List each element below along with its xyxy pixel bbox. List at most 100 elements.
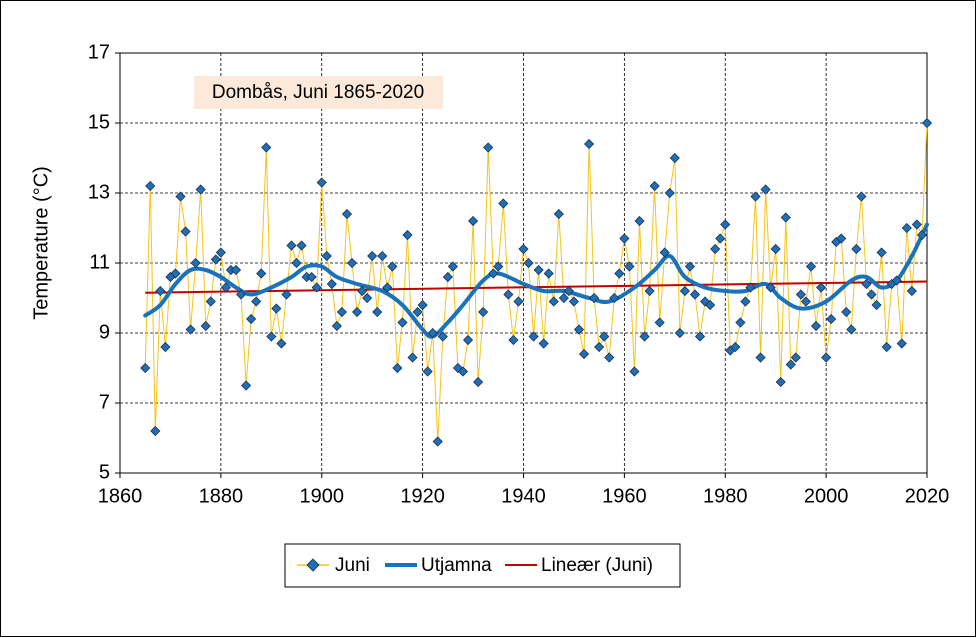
juni-data-point [826, 313, 837, 325]
juni-data-point [503, 289, 514, 300]
juni-data-point [553, 208, 564, 220]
juni-data-point [155, 285, 166, 297]
juni-data-point [478, 306, 489, 318]
juni-data-point [457, 366, 469, 377]
juni-data-point [664, 187, 675, 199]
juni-data-point [599, 331, 610, 342]
juni-data-point [654, 317, 665, 328]
y-axis-ticks: 5 7 9 11 13 15 17 [88, 41, 120, 483]
y-tick-label: 17 [88, 41, 110, 63]
chart-annotation: Dombås, Juni 1865-2020 [194, 76, 443, 109]
juni-data-point [624, 261, 635, 272]
juni-data-point [462, 334, 474, 346]
juni-data-point [357, 285, 368, 297]
juni-data-point [261, 142, 272, 153]
juni-data-point [513, 296, 524, 307]
juni-data-point [538, 338, 549, 349]
juni-data-point [387, 261, 398, 272]
juni-data-point [437, 331, 448, 342]
juni-data-point [861, 278, 872, 290]
juni-data-point [276, 338, 287, 349]
juni-data-point [205, 296, 216, 307]
x-axis-ticks: 1860 1880 1900 1920 1940 1960 1980 2000 2020 [98, 473, 949, 507]
juni-data-point [341, 208, 353, 220]
juni-data-point [578, 348, 590, 360]
juni-data-point [770, 243, 781, 255]
juni-data-point [447, 261, 458, 272]
x-tick-label: 1860 [98, 485, 143, 507]
juni-data-point [336, 306, 347, 318]
juni-data-point [422, 366, 433, 377]
y-tick-label: 5 [99, 461, 110, 483]
juni-data-point [871, 299, 882, 311]
juni-data-point [780, 212, 791, 223]
juni-data-point [619, 233, 630, 244]
legend-juni-label: Juni [335, 555, 370, 576]
annotation-background [194, 76, 443, 109]
juni-data-point [684, 261, 696, 272]
juni-data-point [775, 376, 786, 388]
legend-juni-swatch-marker [306, 558, 320, 572]
juni-data-point [195, 184, 206, 195]
juni-data-point [241, 380, 252, 391]
juni-data-point [346, 257, 358, 269]
juni-data-point [795, 289, 806, 300]
juni-data-point [901, 222, 912, 234]
juni-data-point [331, 320, 342, 332]
juni-data-point [488, 268, 499, 279]
juni-data-point [896, 338, 907, 349]
juni-data-point [866, 289, 877, 300]
juni-data-point [876, 247, 887, 258]
juni-data-point [150, 425, 161, 437]
juni-data-point [810, 320, 822, 332]
juni-data-point [397, 317, 408, 328]
x-tick-label: 2000 [804, 485, 849, 507]
juni-data-point [316, 177, 327, 188]
x-tick-label: 1900 [300, 485, 345, 507]
juni-data-point [412, 306, 423, 318]
juni-data-point [473, 376, 484, 388]
juni-data-point [140, 362, 151, 374]
juni-data-point [367, 250, 378, 262]
juni-data-point [321, 250, 332, 262]
juni-data-point [210, 254, 221, 265]
juni-data-point [185, 324, 196, 335]
juni-data-point [916, 229, 928, 241]
annotation-text: Dombås, Juni 1865-2020 [212, 82, 424, 103]
juni-data-point [846, 324, 857, 335]
juni-data-point [735, 317, 746, 328]
juni-data-point [730, 341, 741, 353]
juni-data-point [180, 226, 191, 237]
juni-data-point [634, 215, 645, 227]
juni-data-point [432, 436, 443, 447]
juni-data-point [594, 341, 605, 353]
juni-data-point [296, 240, 307, 251]
y-axis-label: Temperature (°C) [30, 166, 52, 320]
juni-data-point [281, 289, 292, 300]
juni-data-point [906, 285, 917, 297]
juni-data-point [392, 362, 403, 374]
juni-data-point [740, 296, 751, 307]
juni-data-point [548, 296, 559, 307]
juni-data-point [190, 257, 201, 269]
juni-data-point [417, 299, 428, 311]
y-tick-label: 15 [88, 111, 110, 133]
x-tick-label: 1940 [501, 485, 546, 507]
juni-data-point [271, 303, 282, 314]
juni-data-point [765, 282, 776, 293]
legend-box [284, 543, 681, 588]
juni-data-point [372, 306, 383, 318]
juni-data-point [528, 331, 539, 342]
juni-data-point [523, 257, 534, 269]
juni-data-point [402, 229, 413, 241]
juni-data-point [215, 247, 226, 258]
juni-data-point [251, 296, 262, 307]
legend-linear-label: Lineær (Juni) [541, 555, 653, 576]
juni-data-point [710, 243, 721, 255]
juni-data-point [821, 352, 832, 363]
juni-data-point [800, 296, 812, 307]
juni-series-line [144, 122, 928, 442]
juni-data-point [816, 282, 827, 293]
juni-data-point [856, 191, 867, 202]
